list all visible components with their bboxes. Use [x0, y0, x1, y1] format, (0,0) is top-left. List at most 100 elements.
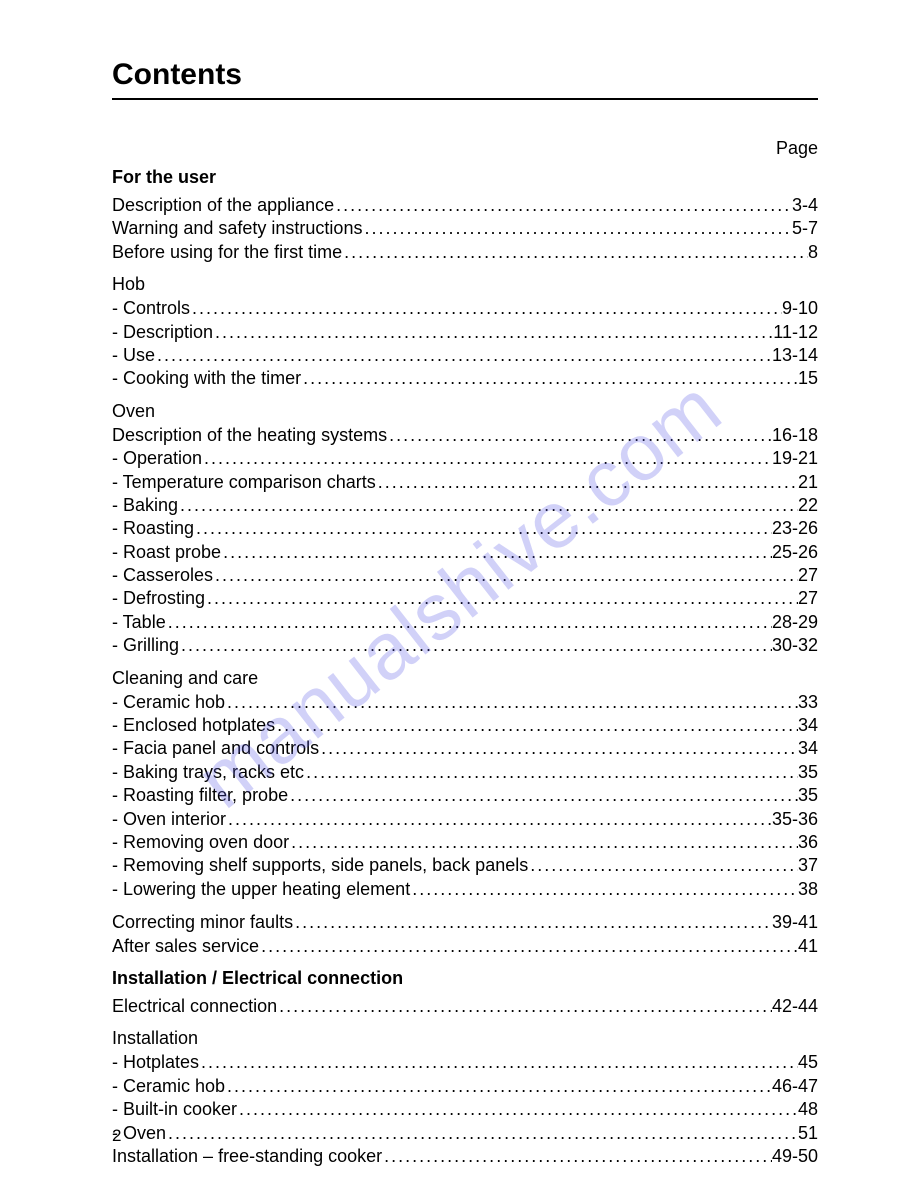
toc-entry-page: 35: [798, 761, 818, 784]
toc-entry-label: - Baking: [112, 494, 178, 517]
toc-leader-dots: [179, 634, 772, 657]
toc-leader-dots: [342, 241, 808, 264]
toc-entry-label: Electrical connection: [112, 995, 277, 1018]
toc-leader-dots: [213, 321, 773, 344]
toc-leader-dots: [221, 541, 772, 564]
toc-section-heading: Hob: [112, 274, 818, 295]
page-title: Contents: [112, 58, 818, 100]
toc-entry-page: 3-4: [792, 194, 818, 217]
toc-entry: - Description 11-12: [112, 321, 818, 344]
toc-entry-page: 13-14: [772, 344, 818, 367]
toc-entry-page: 34: [798, 714, 818, 737]
toc-container: For the userDescription of the appliance…: [112, 167, 818, 1168]
toc-entry: - Ceramic hob 33: [112, 691, 818, 714]
toc-leader-dots: [237, 1098, 798, 1121]
toc-entry-label: - Operation: [112, 447, 202, 470]
toc-leader-dots: [293, 911, 772, 934]
toc-leader-dots: [166, 611, 772, 634]
toc-entry: - Facia panel and controls 34: [112, 737, 818, 760]
toc-entry-label: - Lowering the upper heating element: [112, 878, 410, 901]
toc-entry: Electrical connection 42-44: [112, 995, 818, 1018]
toc-leader-dots: [190, 297, 782, 320]
toc-leader-dots: [362, 217, 792, 240]
toc-entry-page: 8: [808, 241, 818, 264]
toc-section-heading: Oven: [112, 401, 818, 422]
toc-entry-label: - Cooking with the timer: [112, 367, 301, 390]
toc-section: Correcting minor faults 39-41After sales…: [112, 911, 818, 958]
toc-section-heading: Cleaning and care: [112, 668, 818, 689]
toc-leader-dots: [226, 808, 772, 831]
toc-entry-label: - Ceramic hob: [112, 691, 225, 714]
toc-entry-page: 46-47: [772, 1075, 818, 1098]
toc-leader-dots: [202, 447, 772, 470]
toc-leader-dots: [277, 995, 772, 1018]
toc-leader-dots: [334, 194, 792, 217]
toc-entry: - Ceramic hob 46-47: [112, 1075, 818, 1098]
toc-entry-label: - Removing oven door: [112, 831, 289, 854]
toc-entry: - Baking trays, racks etc 35: [112, 761, 818, 784]
toc-entry-label: - Roasting filter, probe: [112, 784, 288, 807]
toc-entry: - Hotplates 45: [112, 1051, 818, 1074]
toc-entry-label: - Casseroles: [112, 564, 213, 587]
toc-leader-dots: [259, 935, 798, 958]
toc-entry-page: 27: [798, 564, 818, 587]
toc-entry: - Controls 9-10: [112, 297, 818, 320]
toc-leader-dots: [225, 691, 798, 714]
toc-entry-page: 48: [798, 1098, 818, 1121]
toc-entry: After sales service 41: [112, 935, 818, 958]
toc-entry: - Casseroles 27: [112, 564, 818, 587]
toc-entry-page: 36: [798, 831, 818, 854]
toc-section: For the userDescription of the appliance…: [112, 167, 818, 264]
toc-entry-page: 37: [798, 854, 818, 877]
toc-entry: Before using for the first time 8: [112, 241, 818, 264]
toc-entry-label: - Temperature comparison charts: [112, 471, 376, 494]
toc-entry-label: - Roast probe: [112, 541, 221, 564]
toc-entry-label: - Removing shelf supports, side panels, …: [112, 854, 528, 877]
toc-entry-page: 34: [798, 737, 818, 760]
toc-entry: - Removing shelf supports, side panels, …: [112, 854, 818, 877]
toc-leader-dots: [225, 1075, 772, 1098]
toc-entry-page: 33: [798, 691, 818, 714]
toc-section-heading: For the user: [112, 167, 818, 188]
toc-entry: - Lowering the upper heating element 38: [112, 878, 818, 901]
toc-entry-label: After sales service: [112, 935, 259, 958]
toc-entry-page: 16-18: [772, 424, 818, 447]
toc-leader-dots: [528, 854, 798, 877]
toc-entry-page: 11-12: [773, 321, 818, 344]
toc-section-heading: Installation: [112, 1028, 818, 1049]
toc-entry-page: 19-21: [772, 447, 818, 470]
toc-entry-label: Before using for the first time: [112, 241, 342, 264]
toc-leader-dots: [387, 424, 772, 447]
toc-entry-label: - Hotplates: [112, 1051, 199, 1074]
toc-leader-dots: [166, 1122, 798, 1145]
toc-entry-label: - Built-in cooker: [112, 1098, 237, 1121]
toc-entry: - Oven interior 35-36: [112, 808, 818, 831]
toc-entry-label: - Ceramic hob: [112, 1075, 225, 1098]
toc-entry-label: Correcting minor faults: [112, 911, 293, 934]
toc-entry-page: 42-44: [772, 995, 818, 1018]
toc-entry-label: - Defrosting: [112, 587, 205, 610]
toc-entry-page: 5-7: [792, 217, 818, 240]
toc-entry-page: 45: [798, 1051, 818, 1074]
toc-entry: Correcting minor faults 39-41: [112, 911, 818, 934]
toc-entry: - Enclosed hotplates 34: [112, 714, 818, 737]
toc-leader-dots: [194, 517, 772, 540]
toc-entry-page: 28-29: [772, 611, 818, 634]
toc-entry-page: 35: [798, 784, 818, 807]
toc-entry-label: - Description: [112, 321, 213, 344]
toc-entry: - Operation 19-21: [112, 447, 818, 470]
toc-entry: - Removing oven door 36: [112, 831, 818, 854]
toc-entry-page: 41: [798, 935, 818, 958]
toc-entry: - Built-in cooker 48: [112, 1098, 818, 1121]
toc-leader-dots: [288, 784, 798, 807]
toc-entry-page: 25-26: [772, 541, 818, 564]
toc-entry-label: Description of the heating systems: [112, 424, 387, 447]
toc-leader-dots: [155, 344, 772, 367]
toc-entry-label: - Use: [112, 344, 155, 367]
toc-section: Installation / Electrical connectionElec…: [112, 968, 818, 1018]
toc-entry-page: 15: [798, 367, 818, 390]
toc-entry-label: - Facia panel and controls: [112, 737, 319, 760]
toc-entry-page: 23-26: [772, 517, 818, 540]
toc-entry: Warning and safety instructions 5-7: [112, 217, 818, 240]
toc-leader-dots: [410, 878, 798, 901]
